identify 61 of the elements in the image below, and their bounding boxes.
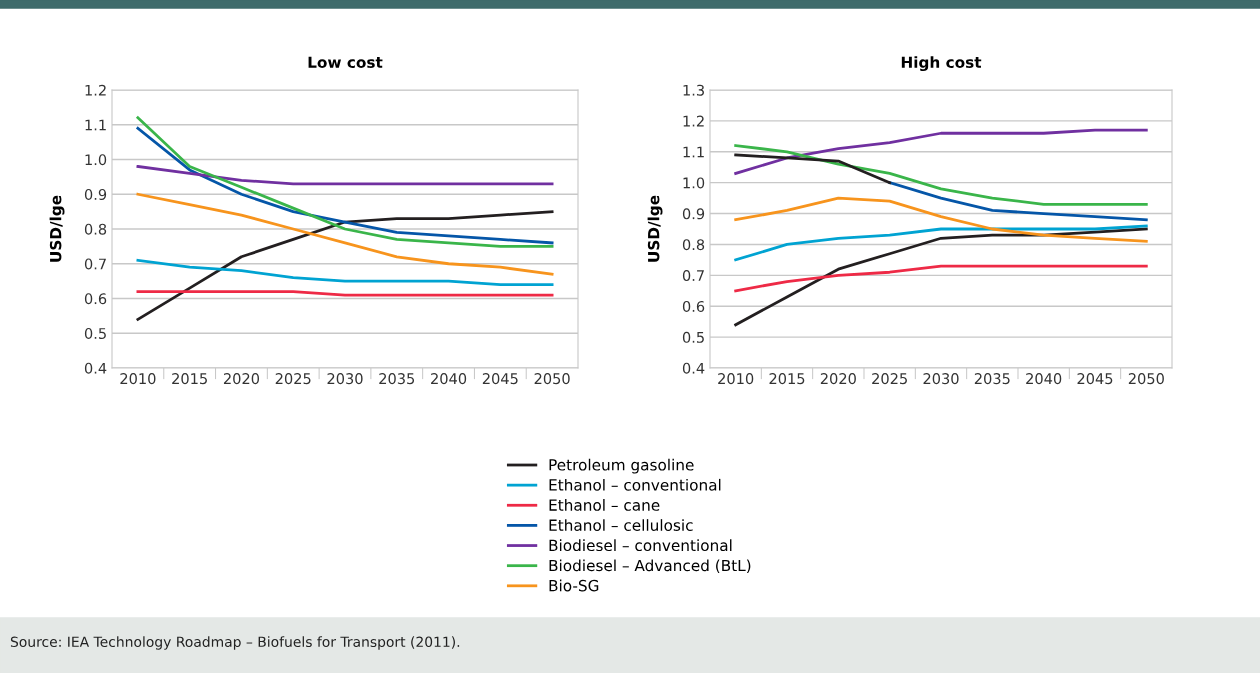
- x-tick-label: 2025: [872, 373, 907, 385]
- line-series: [136, 258, 554, 286]
- legend-label: Biodiesel – Advanced (BtL): [549, 559, 751, 574]
- x-tick-label: 2025: [275, 373, 311, 385]
- y-axis-title: USD/lge: [647, 195, 663, 262]
- y-tick-label: 1.0: [683, 177, 705, 189]
- line-series: [136, 192, 554, 276]
- legend-label: Biodiesel – conventional: [549, 539, 732, 552]
- y-tick-label: 1.1: [683, 146, 704, 158]
- y-tick-label: 0.7: [84, 258, 106, 270]
- line-series: [136, 165, 554, 186]
- x-tick-label: 2045: [1077, 373, 1113, 385]
- chart-title: High cost: [901, 56, 982, 72]
- y-tick-label: 1.2: [85, 84, 106, 96]
- x-tick-label: 2040: [431, 373, 467, 385]
- x-tick-label: 2035: [379, 373, 415, 385]
- legend-label: Ethanol – conventional: [549, 478, 721, 491]
- line-series: [888, 181, 1148, 222]
- y-tick-label: 0.5: [84, 327, 106, 339]
- line-series: [734, 128, 1148, 175]
- x-tick-label: 2010: [120, 373, 156, 385]
- x-tick-label: 2020: [223, 373, 260, 385]
- x-tick-label: 2050: [1128, 373, 1164, 385]
- y-tick-label: 0.8: [84, 223, 107, 235]
- y-tick-label: 1.2: [683, 115, 704, 127]
- x-tick-label: 2030: [327, 373, 363, 385]
- x-tick-label: 2030: [923, 373, 959, 385]
- y-tick-label: 1.1: [85, 119, 106, 131]
- y-tick-label: 1.3: [683, 84, 704, 96]
- y-tick-label: 0.9: [84, 188, 107, 200]
- y-tick-label: 0.6: [84, 293, 107, 305]
- x-tick-label: 2040: [1026, 373, 1062, 385]
- x-tick-label: 2045: [482, 373, 518, 385]
- y-tick-label: 1.0: [85, 154, 107, 166]
- x-tick-label: 2035: [974, 373, 1010, 385]
- x-tick-label: 2015: [769, 373, 805, 385]
- line-series: [734, 224, 1148, 262]
- x-tick-label: 2010: [718, 373, 754, 385]
- legend-label: Bio-SG: [549, 579, 599, 592]
- y-tick-label: 0.8: [682, 239, 705, 251]
- y-tick-label: 0.6: [682, 300, 705, 312]
- line-series: [734, 144, 1148, 206]
- legend-label: Ethanol – cane: [549, 499, 660, 511]
- line-series: [136, 210, 554, 321]
- x-tick-label: 2050: [534, 373, 570, 385]
- legend-label: Petroleum gasoline: [549, 458, 694, 474]
- line-series: [734, 227, 1148, 327]
- line-series: [734, 196, 1148, 243]
- y-tick-label: 0.7: [682, 270, 704, 282]
- y-tick-label: 0.9: [682, 208, 705, 220]
- x-tick-label: 2020: [820, 373, 856, 385]
- chart-title: Low cost: [308, 56, 383, 68]
- legend-label: Ethanol – cellulosic: [549, 519, 693, 531]
- y-tick-label: 0.4: [682, 362, 705, 374]
- y-tick-label: 0.4: [84, 362, 107, 374]
- y-tick-label: 0.5: [682, 331, 704, 343]
- y-axis-title: USD/lge: [49, 195, 65, 262]
- x-tick-label: 2015: [172, 373, 207, 385]
- line-series: [734, 264, 1148, 293]
- line-series: [734, 153, 892, 185]
- source-note: Source: IEA Technology Roadmap – Biofuels for Transport (2011).: [10, 636, 460, 650]
